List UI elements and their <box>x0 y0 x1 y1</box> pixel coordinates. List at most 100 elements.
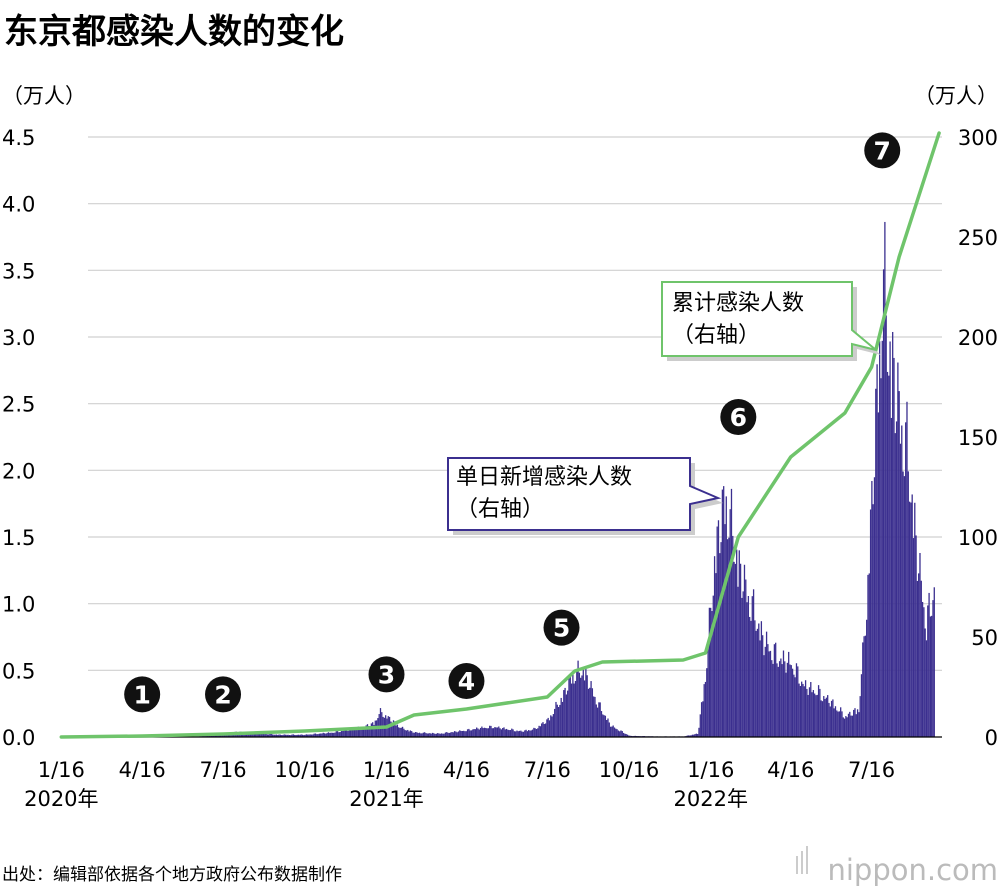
daily-bar <box>856 709 859 737</box>
daily-bar <box>373 724 375 737</box>
daily-bar <box>880 378 882 737</box>
daily-bar <box>297 734 300 737</box>
daily-bar <box>743 564 746 737</box>
daily-bar <box>790 665 792 737</box>
daily-bar <box>303 735 305 737</box>
daily-bar <box>569 675 571 737</box>
daily-bar <box>286 734 288 737</box>
x-tick-label: 7/16 <box>199 758 246 782</box>
daily-bar <box>771 660 773 737</box>
daily-bar <box>928 592 930 737</box>
daily-bar <box>875 388 877 737</box>
daily-bar <box>816 694 818 737</box>
daily-bar <box>871 480 873 737</box>
daily-bar <box>404 730 406 737</box>
daily-bar <box>837 711 839 737</box>
daily-bar <box>742 591 744 737</box>
wave-marker: 3 <box>368 656 405 693</box>
daily-bar <box>352 729 354 737</box>
daily-bar <box>793 674 795 737</box>
daily-bar <box>756 628 759 737</box>
daily-bar <box>594 696 596 737</box>
daily-bar <box>825 697 828 737</box>
daily-bar <box>919 552 921 737</box>
daily-bar <box>789 664 791 737</box>
daily-bar <box>408 731 410 737</box>
daily-bar <box>797 666 799 737</box>
wave-marker-circle <box>720 399 757 435</box>
daily-bar <box>265 733 267 737</box>
daily-bar <box>413 732 415 737</box>
daily-bar <box>620 730 622 737</box>
daily-bar <box>321 733 323 737</box>
logo-mark <box>796 856 798 874</box>
daily-bar <box>619 731 621 737</box>
daily-bar <box>496 727 499 737</box>
x-tick-label: 4/16 <box>119 758 166 782</box>
daily-bar <box>759 640 761 737</box>
daily-bar <box>734 563 737 737</box>
daily-bar <box>612 725 614 737</box>
daily-bar <box>814 693 816 737</box>
daily-bar <box>500 729 503 737</box>
daily-bar <box>811 692 813 737</box>
x-year-label: 2021年 <box>349 787 423 811</box>
daily-bar <box>330 732 332 737</box>
wave-marker-circle <box>448 663 485 699</box>
daily-bar <box>260 733 262 737</box>
daily-bar <box>616 729 618 737</box>
daily-bar <box>317 734 319 737</box>
daily-bar <box>361 728 363 737</box>
daily-bar <box>808 687 811 737</box>
daily-bar <box>823 696 825 737</box>
daily-bar <box>400 727 402 737</box>
daily-bar <box>556 704 558 737</box>
daily-bar <box>401 726 404 737</box>
daily-bars <box>114 221 935 738</box>
daily-bar <box>706 668 708 737</box>
daily-bar <box>626 734 629 737</box>
x-tick-label: 7/16 <box>848 758 895 782</box>
left-tick-label: 0.0 <box>2 726 35 750</box>
daily-bar <box>860 674 863 737</box>
daily-bar <box>463 730 465 737</box>
daily-bar <box>827 695 829 737</box>
daily-bar <box>574 680 577 737</box>
daily-bar <box>846 717 848 737</box>
daily-bar <box>518 730 521 737</box>
daily-bar <box>251 733 253 737</box>
x-year-label: 2020年 <box>24 787 98 811</box>
daily-bar <box>803 686 805 737</box>
daily-bar <box>439 733 441 737</box>
left-tick-label: 3.0 <box>2 326 35 350</box>
daily-bar <box>716 526 718 737</box>
daily-bar <box>395 725 397 737</box>
daily-bar <box>929 616 932 737</box>
daily-bar <box>307 734 309 737</box>
daily-bar <box>791 668 794 737</box>
daily-bar <box>206 735 209 737</box>
daily-bar <box>331 732 334 737</box>
daily-bar <box>504 729 506 737</box>
daily-bar <box>205 735 207 737</box>
daily-bar <box>405 730 408 737</box>
daily-bar <box>491 728 493 737</box>
daily-bar <box>505 728 508 737</box>
wave-marker-circle <box>543 609 580 646</box>
daily-bar <box>829 706 831 737</box>
daily-bar <box>551 716 553 737</box>
daily-bar <box>336 731 339 737</box>
daily-bar <box>529 730 531 737</box>
daily-bar <box>399 727 401 737</box>
daily-bar <box>570 683 573 737</box>
daily-bar <box>710 607 712 737</box>
daily-bar <box>828 702 830 737</box>
daily-bar <box>781 664 783 737</box>
daily-bar <box>526 731 529 737</box>
daily-bar <box>435 733 438 737</box>
daily-bar <box>468 728 470 737</box>
daily-bar <box>847 713 850 737</box>
daily-bar <box>876 364 878 737</box>
daily-bar <box>760 621 763 737</box>
